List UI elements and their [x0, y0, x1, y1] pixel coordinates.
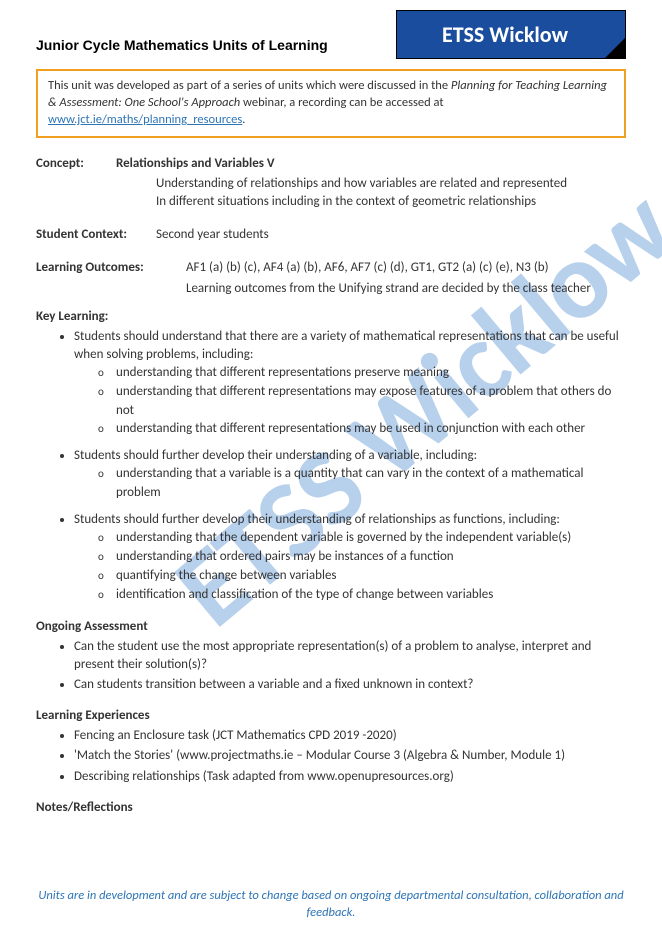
student-context-value: Second year students — [156, 227, 269, 242]
concept-desc-line2: In different situations including in the… — [156, 193, 626, 211]
kl-b3-sub4: identification and classification of the… — [98, 586, 626, 605]
ongoing-title: Ongoing Assessment — [36, 619, 626, 634]
info-suffix: . — [242, 112, 245, 127]
info-mid: webinar, a recording can be accessed at — [240, 95, 443, 110]
concept-title: Relationships and Variables V — [116, 156, 275, 171]
document-title: Junior Cycle Mathematics Units of Learni… — [36, 37, 328, 59]
exp-item-3: Describing relationships (Task adapted f… — [74, 768, 626, 786]
kl-b3-sub2: understanding that ordered pairs may be … — [98, 548, 626, 567]
student-context-row: Student Context: Second year students — [36, 227, 626, 242]
logo-badge: ETSS Wicklow — [396, 10, 626, 59]
learning-outcomes-codes: AF1 (a) (b) (c), AF4 (a) (b), AF6, AF7 (… — [186, 260, 549, 275]
ongoing-assessment-section: Ongoing Assessment Can the student use t… — [36, 619, 626, 695]
info-callout: This unit was developed as part of a ser… — [36, 69, 626, 138]
kl-b3-sub1: understanding that the dependent variabl… — [98, 529, 626, 548]
student-context-label: Student Context: — [36, 227, 156, 242]
key-learning-section: Key Learning: Students should understand… — [36, 309, 626, 605]
footer-text: Units are in development and are subject… — [36, 888, 626, 922]
notes-section: Notes/Reflections — [36, 800, 626, 815]
concept-row: Concept: Relationships and Variables V — [36, 156, 626, 171]
kl-b2-text: Students should further develop their un… — [74, 448, 477, 463]
kl-bullet-3: Students should further develop their un… — [74, 511, 626, 605]
concept-label: Concept: — [36, 156, 116, 171]
kl-bullet-1: Students should understand that there ar… — [74, 328, 626, 440]
kl-b1-sub2: understanding that different representat… — [98, 383, 626, 421]
ongoing-item-2: Can students transition between a variab… — [74, 676, 626, 694]
learning-outcomes-label: Learning Outcomes: — [36, 260, 186, 275]
learning-experiences-section: Learning Experiences Fencing an Enclosur… — [36, 708, 626, 786]
kl-b3-sub3: quantifying the change between variables — [98, 567, 626, 586]
experiences-title: Learning Experiences — [36, 708, 626, 723]
exp-item-1: Fencing an Enclosure task (JCT Mathemati… — [74, 727, 626, 745]
learning-outcomes-note: Learning outcomes from the Unifying stra… — [186, 279, 626, 299]
exp-item-2: 'Match the Stories' (www.projectmaths.ie… — [74, 747, 626, 765]
notes-title: Notes/Reflections — [36, 800, 626, 815]
kl-b3-text: Students should further develop their un… — [74, 512, 560, 527]
learning-outcomes-row: Learning Outcomes: AF1 (a) (b) (c), AF4 … — [36, 260, 626, 275]
kl-b2-sub1: understanding that a variable is a quant… — [98, 465, 626, 503]
concept-desc-line1: Understanding of relationships and how v… — [156, 175, 626, 193]
kl-b1-sub1: understanding that different representat… — [98, 364, 626, 383]
header-row: Junior Cycle Mathematics Units of Learni… — [36, 10, 626, 59]
kl-bullet-2: Students should further develop their un… — [74, 447, 626, 503]
info-link[interactable]: www.jct.ie/maths/planning_resources — [48, 112, 242, 127]
info-prefix: This unit was developed as part of a ser… — [48, 78, 451, 93]
kl-b1-text: Students should understand that there ar… — [74, 329, 619, 362]
concept-description: Understanding of relationships and how v… — [156, 175, 626, 211]
key-learning-title: Key Learning: — [36, 309, 626, 324]
kl-b1-sub3: understanding that different representat… — [98, 420, 626, 439]
ongoing-item-1: Can the student use the most appropriate… — [74, 638, 626, 674]
